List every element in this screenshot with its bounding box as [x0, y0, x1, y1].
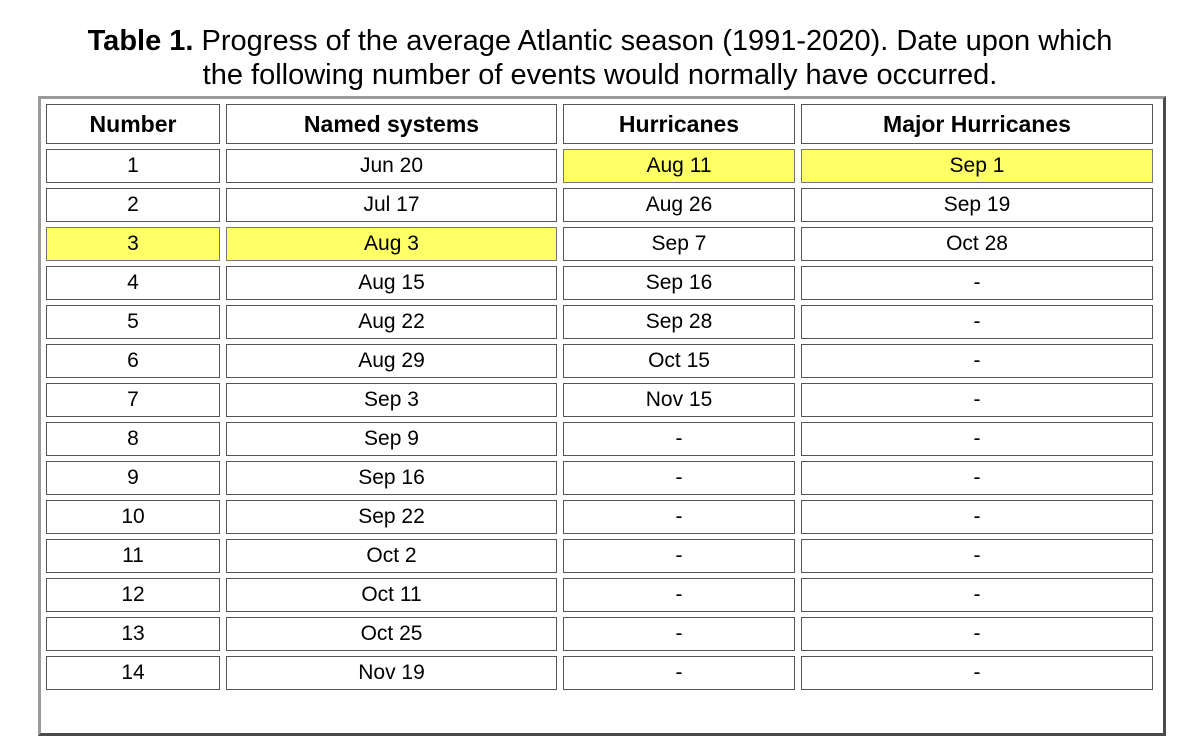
cell-named-systems: Sep 3	[226, 383, 557, 417]
cell-hurricanes: Oct 15	[563, 344, 795, 378]
cell-number: 11	[46, 539, 220, 573]
cell-major-hurricanes: -	[801, 617, 1153, 651]
cell-major-hurricanes: -	[801, 500, 1153, 534]
cell-hurricanes: -	[563, 656, 795, 690]
cell-named-systems: Jul 17	[226, 188, 557, 222]
caption-line-1: Table 1. Progress of the average Atlanti…	[0, 24, 1200, 58]
table-row: 13 Oct 25- -	[46, 617, 1153, 651]
table-row: 11 Oct 2--	[46, 539, 1153, 573]
table-caption: Table 1. Progress of the average Atlanti…	[0, 24, 1200, 92]
header-named-systems: Named systems	[226, 104, 557, 144]
cell-major-hurricanes: -	[801, 344, 1153, 378]
cell-named-systems: Sep 22	[226, 500, 557, 534]
header-row: Number Named systems Hurricanes Major Hu…	[46, 104, 1153, 144]
table-row: 14 Nov 19- -	[46, 656, 1153, 690]
table-row: 3 Aug 3 Sep 7 Oct 28	[46, 227, 1153, 261]
table-row: 8 Sep 9--	[46, 422, 1153, 456]
cell-number: 7	[46, 383, 220, 417]
header-hurricanes: Hurricanes	[563, 104, 795, 144]
cell-major-hurricanes: -	[801, 578, 1153, 612]
cell-hurricanes: -	[563, 500, 795, 534]
cell-number: 13	[46, 617, 220, 651]
cell-number: 4	[46, 266, 220, 300]
cell-major-hurricanes: -	[801, 266, 1153, 300]
cell-number: 12	[46, 578, 220, 612]
table-row: 5 Aug 22 Sep 28-	[46, 305, 1153, 339]
table-body: 1 Jun 20 Aug 11 Sep 1 2 Jul 17 Aug 26 Sep 19 3 Au…	[46, 149, 1153, 690]
table-frame: Number Named systems Hurricanes Major Hu…	[38, 96, 1166, 736]
caption-line-2: the following number of events would nor…	[202, 59, 998, 91]
header-major-hurricanes: Major Hurricanes	[801, 104, 1153, 144]
cell-named-systems: Aug 22	[226, 305, 557, 339]
table-row: 7 Sep 3 Nov 15-	[46, 383, 1153, 417]
cell-named-systems: Oct 2	[226, 539, 557, 573]
cell-hurricanes: -	[563, 539, 795, 573]
cell-number: 2	[46, 188, 220, 222]
cell-number: 14	[46, 656, 220, 690]
cell-major-hurricanes: Sep 1	[801, 149, 1153, 183]
cell-major-hurricanes: Sep 19	[801, 188, 1153, 222]
cell-named-systems: Aug 3	[226, 227, 557, 261]
table-row: 12 Oct 11- -	[46, 578, 1153, 612]
cell-hurricanes: Nov 15	[563, 383, 795, 417]
caption-lead: Table 1.	[87, 25, 194, 57]
cell-major-hurricanes: -	[801, 656, 1153, 690]
table-row: 1 Jun 20 Aug 11 Sep 1	[46, 149, 1153, 183]
table-row: 6 Aug 29 Oct 15-	[46, 344, 1153, 378]
cell-number: 5	[46, 305, 220, 339]
cell-named-systems: Jun 20	[226, 149, 557, 183]
cell-number: 8	[46, 422, 220, 456]
cell-major-hurricanes: Oct 28	[801, 227, 1153, 261]
cell-hurricanes: Sep 28	[563, 305, 795, 339]
cell-hurricanes: -	[563, 617, 795, 651]
cell-named-systems: Nov 19	[226, 656, 557, 690]
header-number: Number	[46, 104, 220, 144]
cell-named-systems: Oct 25	[226, 617, 557, 651]
cell-number: 3	[46, 227, 220, 261]
cell-number: 1	[46, 149, 220, 183]
cell-number: 9	[46, 461, 220, 495]
cell-major-hurricanes: -	[801, 383, 1153, 417]
cell-named-systems: Aug 15	[226, 266, 557, 300]
table-row: 2 Jul 17 Aug 26 Sep 19	[46, 188, 1153, 222]
cell-hurricanes: -	[563, 422, 795, 456]
cell-hurricanes: -	[563, 461, 795, 495]
cell-major-hurricanes: -	[801, 539, 1153, 573]
cell-major-hurricanes: -	[801, 305, 1153, 339]
cell-hurricanes: -	[563, 578, 795, 612]
cell-number: 6	[46, 344, 220, 378]
caption-text: Progress of the average Atlantic season …	[201, 25, 1113, 57]
cell-hurricanes: Sep 7	[563, 227, 795, 261]
cell-hurricanes: Aug 26	[563, 188, 795, 222]
table-row: 10 Sep 22- -	[46, 500, 1153, 534]
table-row: 9 Sep 16- -	[46, 461, 1153, 495]
cell-named-systems: Oct 11	[226, 578, 557, 612]
cell-named-systems: Sep 16	[226, 461, 557, 495]
cell-named-systems: Sep 9	[226, 422, 557, 456]
season-progress-table: Number Named systems Hurricanes Major Hu…	[40, 99, 1159, 695]
table-row: 4 Aug 15 Sep 16-	[46, 266, 1153, 300]
cell-hurricanes: Aug 11	[563, 149, 795, 183]
cell-number: 10	[46, 500, 220, 534]
cell-major-hurricanes: -	[801, 461, 1153, 495]
cell-named-systems: Aug 29	[226, 344, 557, 378]
cell-hurricanes: Sep 16	[563, 266, 795, 300]
cell-major-hurricanes: -	[801, 422, 1153, 456]
